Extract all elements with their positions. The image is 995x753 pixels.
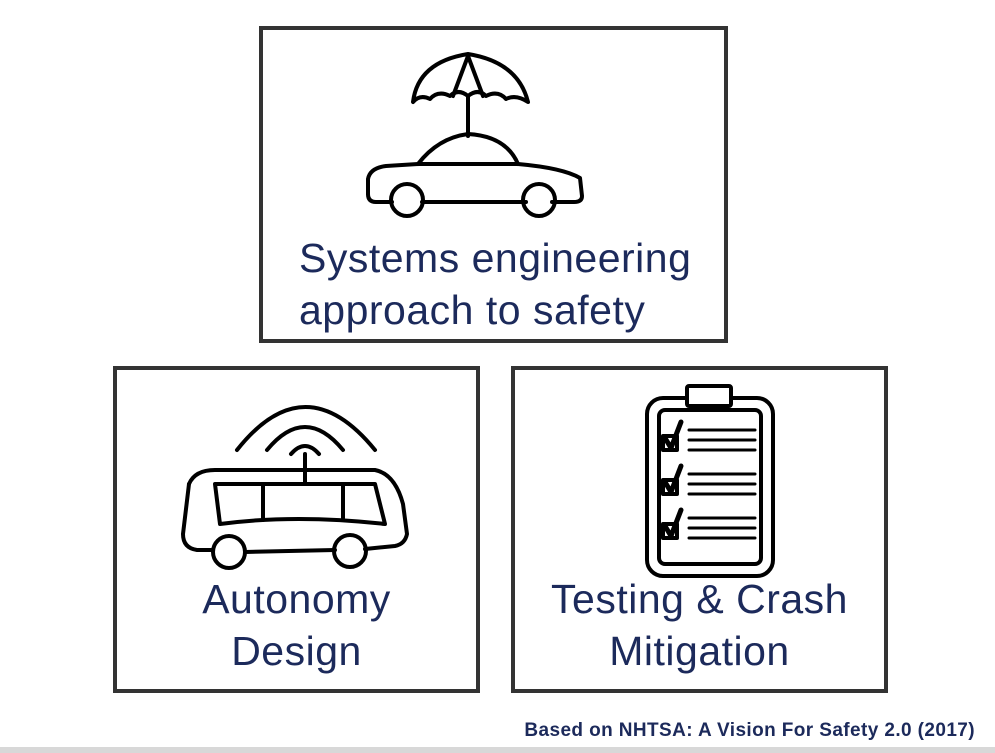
car-umbrella-icon xyxy=(366,52,584,218)
autonomy-design-line1: Autonomy xyxy=(202,576,391,622)
autonomy-design-line2: Design xyxy=(231,628,362,674)
systems-engineering-label: Systems engineering approach to safety xyxy=(299,232,691,336)
autonomy-design-box: Autonomy Design xyxy=(113,366,480,693)
autonomy-design-label: Autonomy Design xyxy=(117,573,476,677)
checklist-clipboard-icon xyxy=(645,384,775,578)
autonomous-vehicle-icon xyxy=(181,405,409,570)
testing-crash-line1: Testing & Crash xyxy=(551,576,848,622)
systems-engineering-line2: approach to safety xyxy=(299,287,646,333)
source-footnote: Based on NHTSA: A Vision For Safety 2.0 … xyxy=(524,720,975,741)
testing-crash-box: Testing & Crash Mitigation xyxy=(511,366,888,693)
testing-crash-label: Testing & Crash Mitigation xyxy=(515,573,884,677)
systems-engineering-line1: Systems engineering xyxy=(299,235,692,281)
bottom-bar xyxy=(0,747,995,753)
systems-engineering-box: Systems engineering approach to safety xyxy=(259,26,728,343)
testing-crash-line2: Mitigation xyxy=(609,628,790,674)
